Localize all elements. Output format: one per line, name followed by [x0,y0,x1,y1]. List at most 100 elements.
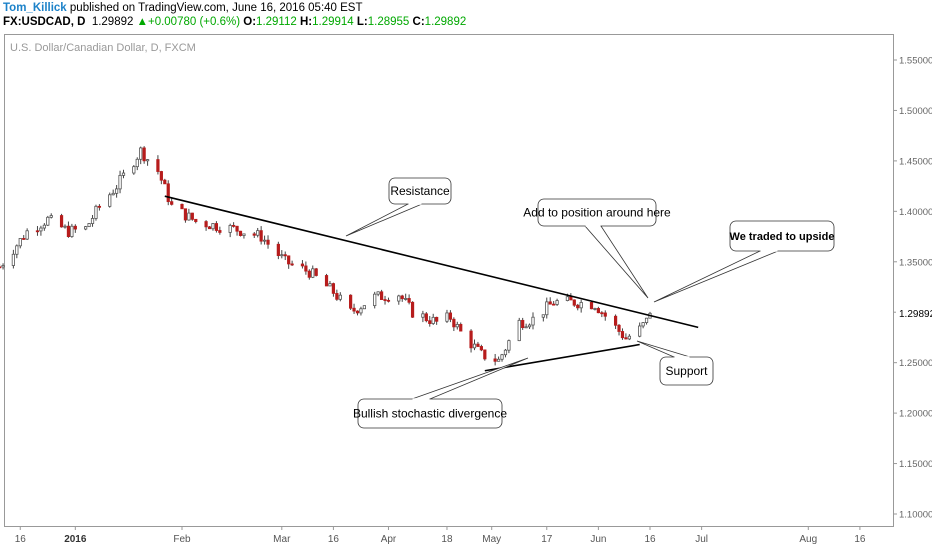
candle-body [569,296,573,301]
publish-info: published on TradingView.com, June 16, 2… [66,2,363,14]
candle-body [59,215,64,228]
candle-body [183,208,188,221]
candle-body [228,224,232,233]
callout-text: Bullish stochastic divergence [353,407,507,421]
candle-body [242,233,246,236]
candle-body [163,179,167,185]
candle-body [376,291,380,295]
candle-body [166,183,170,203]
candle-body [108,194,112,207]
candle-body [311,268,315,278]
time-axis[interactable]: 16 2016 Feb Mar 16 Apr 18 May 17 Jun 16 Jul Aug 16 [15,526,866,545]
candle-body [35,230,40,233]
candle-body [455,324,459,328]
candle-body [252,233,256,236]
trendlines[interactable] [164,195,699,372]
candle-body [39,227,43,232]
candle-body [552,303,556,306]
candle-body [118,174,122,190]
candle-body [404,298,408,300]
resistance-callout[interactable]: Resistance [345,177,452,237]
time-tick-label: 16 [644,534,656,545]
support-callout[interactable]: Support [636,340,714,386]
candle-body [338,294,342,300]
symbol-label: FX:USDCAD, D [3,16,86,28]
candle-body [187,212,191,221]
time-tick-label: 17 [541,534,553,545]
candle-body [445,312,449,322]
divergence-callout[interactable]: Bullish stochastic divergence [353,357,529,429]
plot-area[interactable] [4,34,894,527]
candle-body [300,263,305,267]
candle-body [641,322,645,327]
candle-body [613,315,618,326]
candle-body [362,305,366,310]
candle-body [435,316,439,322]
candle-body [204,221,208,228]
candle-body [115,188,119,194]
candle-body [555,300,559,305]
candle-body [627,335,631,340]
traded-upside-callout[interactable]: We traded to upside [653,220,834,303]
low-label: L: [356,16,368,28]
candle-body [1,265,5,268]
candle-body [483,349,487,360]
candle-body [400,295,404,300]
candle-body [266,239,270,245]
candle-body [235,225,239,232]
candle-body [410,301,415,318]
candle-body [324,275,329,287]
price-tick-label: 1.35000 [899,257,932,268]
candle-body [87,223,91,228]
candle-body [142,147,146,162]
candle-body [459,324,463,332]
candle-body [42,224,46,229]
candle-body [84,226,88,230]
candle-body [135,158,139,168]
candle-body [287,255,291,265]
candle-body [214,223,219,231]
candle-body [194,218,198,222]
author-link[interactable]: Tom_Killick [3,2,67,14]
price-tick-label: 1.15000 [899,459,932,470]
candle-body [331,283,336,294]
chart-title: U.S. Dollar/Canadian Dollar, D, FXCM [10,42,196,54]
candle-body [424,313,428,322]
candle-body [472,343,477,349]
candle-body [379,291,384,300]
annotations[interactable]: Resistance Add to position around here We … [345,177,834,429]
time-tick-label: Aug [799,534,817,545]
candle-body [0,266,2,269]
price-tick-label: 1.20000 [899,409,932,420]
last-price-marker: 1.29892 [896,306,932,321]
candle-body [620,331,625,339]
add-position-callout[interactable]: Add to position around here [523,198,671,299]
candle-body [493,358,497,362]
candle-body [521,319,525,329]
candle-body [97,205,102,208]
candle-body [373,293,377,307]
candle-body [524,326,528,329]
candle-body [328,283,332,287]
callout-text: Add to position around here [523,206,671,220]
price-tick-label: 1.40000 [899,207,932,218]
candle-body [22,238,26,240]
price-axis[interactable]: 1.550001.500001.450001.400001.350001.300… [893,56,932,521]
candle-body [63,225,67,228]
candle-body [121,172,126,176]
time-tick-label: 16 [854,534,866,545]
price-tick-label: 1.45000 [899,156,932,167]
candle-body [496,358,501,362]
high-label: H: [299,16,313,28]
time-tick-label: Feb [173,534,191,545]
candle-body [624,337,628,340]
time-tick-label: Mar [273,534,291,545]
time-tick-label: Jul [695,534,708,545]
candle-body [307,270,311,278]
high-value: 1.29914 [312,16,354,28]
candle-body [479,346,483,351]
candle-body [262,239,267,242]
candle-body [139,147,143,160]
candle-body [90,218,95,224]
